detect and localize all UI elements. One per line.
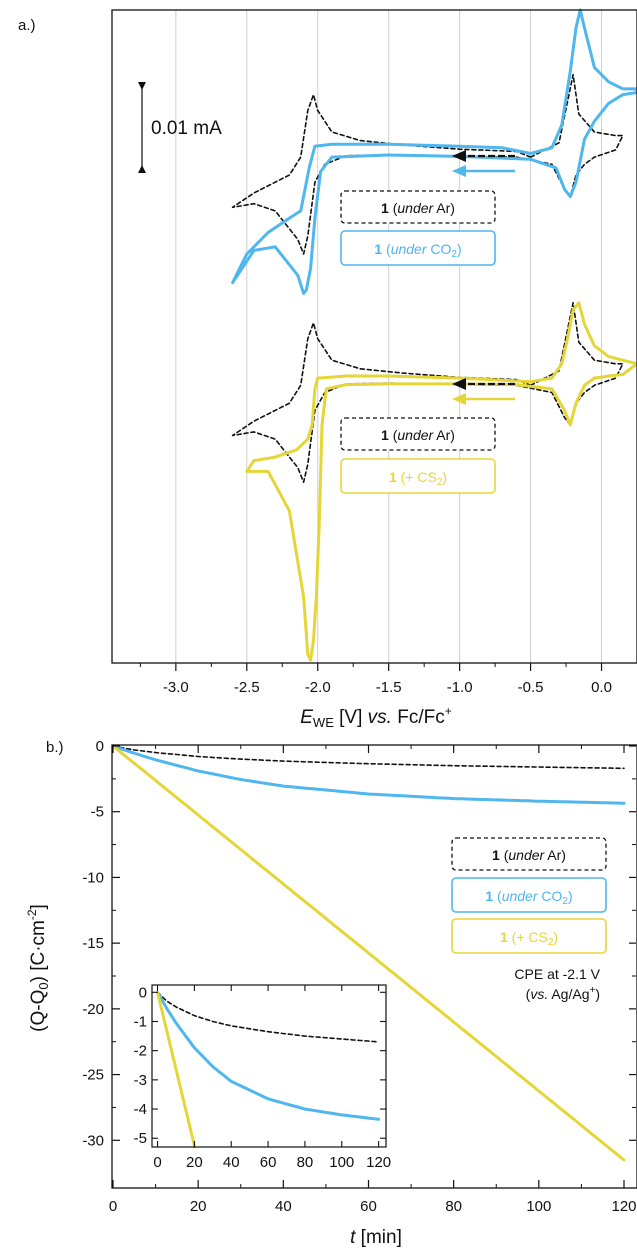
legend-a-top-ar: 1 (under Ar)	[340, 190, 496, 224]
inset-x-tick-label: 40	[223, 1154, 240, 1171]
inset-x-tick-label: 120	[366, 1154, 391, 1171]
inset-y-tick-label: -5	[134, 1130, 147, 1147]
legend-a-top-ar-text: 1 (under Ar)	[381, 200, 455, 216]
inset-tick-labels: 0 20 40 60 80 100 120 0 -1 -2 -3 -4 -5	[134, 984, 391, 1171]
inset-y-tick-label: -4	[134, 1101, 147, 1118]
inset-series-0	[156, 991, 380, 1043]
inset-y-tick-label: -1	[134, 1013, 147, 1030]
arrow-head-icon	[452, 150, 466, 162]
inset-y-tick-label: 0	[139, 984, 147, 1001]
inset-x-tick-label: 20	[186, 1154, 203, 1171]
inset-frame	[151, 984, 387, 1148]
x-tick-label: -2.0	[305, 679, 331, 696]
panel-a-frame	[111, 9, 637, 664]
legend-a-bottom-ar-text: 1 (under Ar)	[381, 427, 455, 443]
y-tick-label: -10	[82, 869, 104, 886]
panel-a-x-tick-labels: -3.0 -2.5 -2.0 -1.5 -1.0 -0.5 0.0	[163, 679, 612, 696]
cv-series-3	[245, 301, 637, 662]
y-tick-label: -5	[91, 804, 104, 821]
legend-b-ar: 1 (under Ar)	[451, 837, 607, 871]
cpe-annotation-line1: CPE at -2.1 V	[514, 966, 600, 982]
inset-series	[156, 990, 381, 1149]
panel-a-x-ticks	[139, 663, 603, 671]
panel-b-series	[111, 744, 626, 1162]
charge-series-0	[112, 745, 625, 770]
arrow-head-icon	[452, 165, 466, 177]
legend-b-cs2: 1 (+ CS2)	[451, 918, 607, 954]
legend-a-bottom-cs2: 1 (+ CS2)	[340, 458, 496, 494]
x-tick-label: 100	[526, 1198, 551, 1215]
scale-bar	[138, 82, 146, 173]
x-tick-label: 80	[445, 1198, 462, 1215]
inset-plot: 0 20 40 60 80 100 120 0 -1 -2 -3 -4 -5	[134, 984, 391, 1171]
inset-x-tick-label: 60	[260, 1154, 277, 1171]
inset-x-tick-label: 100	[329, 1154, 354, 1171]
inset-series-2	[156, 990, 197, 1149]
x-tick-label: 40	[275, 1198, 292, 1215]
x-tick-label: 20	[190, 1198, 207, 1215]
panel-a-series	[231, 8, 637, 662]
y-tick-label: 0	[96, 738, 104, 755]
y-tick-label: -20	[82, 1001, 104, 1018]
scan-direction-arrows-bottom	[452, 378, 515, 405]
scale-bar-label: 0.01 mA	[151, 118, 222, 139]
x-tick-label: 0.0	[591, 679, 612, 696]
panel-b-y-axis-title: (Q-Q0) [C·cm-2]	[25, 904, 51, 1032]
y-tick-label: -30	[82, 1132, 104, 1149]
panel-b-ticks	[112, 745, 636, 1188]
panel-a: a.) -3.0 -2.5 -2.0 -1.5 -1.0 -0.5 0.0 0.01 mA	[18, 8, 637, 730]
arrow-head-icon	[452, 378, 466, 390]
panel-b-frame	[111, 744, 637, 1189]
x-tick-label: -3.0	[163, 679, 189, 696]
x-tick-label: -2.5	[234, 679, 260, 696]
inset-background	[152, 985, 386, 1147]
legend-b-cs2-text: 1 (+ CS2)	[500, 929, 558, 948]
inset-y-tick-label: -3	[134, 1072, 147, 1089]
cv-series-0	[231, 73, 624, 255]
y-tick-label: -25	[82, 1067, 104, 1084]
legend-a-top-co2: 1 (under CO2)	[340, 230, 496, 266]
x-tick-label: 60	[360, 1198, 377, 1215]
x-tick-label: 0	[109, 1198, 117, 1215]
legend-b-co2: 1 (under CO2)	[451, 877, 607, 913]
panel-a-label: a.)	[18, 17, 36, 34]
panel-a-gridlines	[175, 10, 603, 663]
charge-series-1	[111, 744, 626, 805]
legend-a-bottom-ar: 1 (under Ar)	[340, 417, 496, 451]
inset-x-tick-label: 0	[153, 1154, 161, 1171]
panel-b-x-axis-title: t [min]	[350, 1227, 402, 1248]
cv-series-1	[231, 8, 637, 295]
panel-a-x-axis-title: EWE [V] vs. Fc/Fc+	[300, 704, 452, 730]
x-tick-label: -1.0	[447, 679, 473, 696]
legend-b-co2-text: 1 (under CO2)	[485, 888, 572, 907]
legend-b-ar-text: 1 (under Ar)	[492, 847, 566, 863]
inset-y-tick-label: -2	[134, 1043, 147, 1060]
legend-a-bottom-cs2-text: 1 (+ CS2)	[389, 469, 447, 488]
arrow-head-icon	[452, 393, 466, 405]
inset-ticks	[152, 985, 386, 1147]
panel-b-label: b.)	[46, 739, 64, 756]
x-tick-label: -1.5	[376, 679, 402, 696]
x-tick-label: 120	[611, 1198, 636, 1215]
charge-series-2	[111, 744, 626, 1162]
inset-series-1	[156, 990, 381, 1121]
y-tick-label: -15	[82, 935, 104, 952]
inset-x-tick-label: 80	[297, 1154, 314, 1171]
x-tick-label: -0.5	[518, 679, 544, 696]
legend-a-top-co2-text: 1 (under CO2)	[374, 241, 461, 260]
cv-series-2	[231, 302, 624, 483]
scan-direction-arrows-top	[452, 150, 515, 177]
cpe-annotation-line2: (vs. Ag/Ag+)	[526, 985, 600, 1002]
